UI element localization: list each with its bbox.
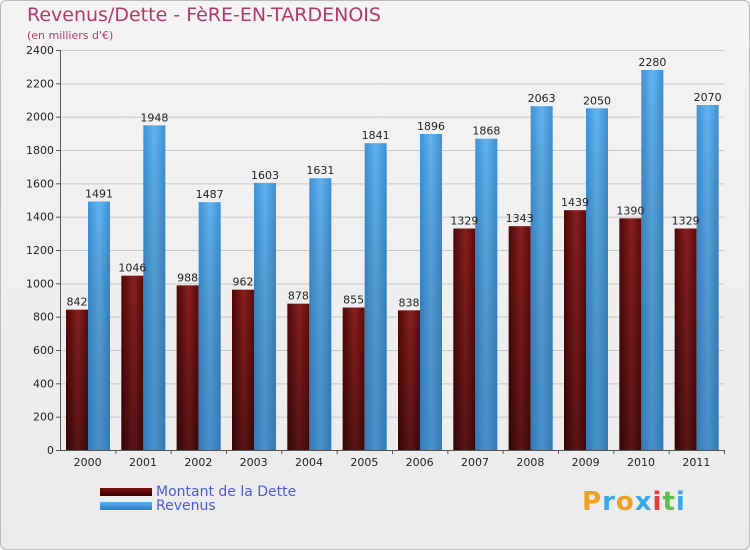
- x-tick-label-2004: 2004: [295, 456, 323, 469]
- y-tick-label: 2200: [26, 77, 54, 90]
- data-label-revenus-2005: 1841: [362, 129, 390, 142]
- logo-letter: r: [602, 487, 616, 517]
- y-tick-label: 2400: [26, 44, 54, 57]
- chart-title: Revenus/Dette - FèRE-EN-TARDENOIS: [27, 4, 381, 26]
- x-tick-label-2005: 2005: [350, 456, 378, 469]
- y-tick-label: 1000: [26, 277, 54, 290]
- data-label-revenus-2002: 1487: [196, 188, 224, 201]
- logo-letter: o: [615, 487, 635, 517]
- x-tick-label-2006: 2006: [406, 456, 434, 469]
- data-label-dette-2008: 1343: [506, 212, 534, 225]
- x-tick-label-2011: 2011: [682, 456, 710, 469]
- y-tick-label: 2000: [26, 111, 54, 124]
- data-label-dette-2001: 1046: [118, 262, 146, 275]
- logo-letter: t: [662, 487, 676, 517]
- legend-label-dette: Montant de la Dette: [156, 484, 297, 500]
- y-tick-label: 1600: [26, 177, 54, 190]
- x-tick-label-2002: 2002: [184, 456, 212, 469]
- y-tick-label: 400: [33, 377, 54, 390]
- data-label-dette-2003: 962: [233, 276, 254, 289]
- legend-swatch-dette: [100, 488, 152, 496]
- data-label-dette-2010: 1390: [616, 204, 644, 217]
- y-tick-label: 0: [47, 444, 54, 457]
- data-label-dette-2005: 855: [343, 294, 364, 307]
- data-label-revenus-2001: 1948: [140, 111, 168, 124]
- y-tick-label: 200: [33, 411, 54, 424]
- data-label-dette-2009: 1439: [561, 196, 589, 209]
- x-tick-label-2010: 2010: [627, 456, 655, 469]
- y-tick-label: 600: [33, 344, 54, 357]
- legend-swatch-revenus: [100, 502, 152, 510]
- data-label-dette-2004: 878: [288, 290, 309, 303]
- logo-letter: P: [582, 487, 603, 517]
- data-label-revenus-2010: 2280: [638, 56, 666, 69]
- x-tick-label-2008: 2008: [516, 456, 544, 469]
- data-label-dette-2000: 842: [67, 296, 88, 309]
- x-tick-label-2007: 2007: [461, 456, 489, 469]
- x-tick-label-2009: 2009: [572, 456, 600, 469]
- y-tick-label: 1400: [26, 211, 54, 224]
- data-label-dette-2007: 1329: [450, 215, 478, 228]
- data-label-revenus-2004: 1631: [306, 164, 334, 177]
- logo-letter: i: [652, 487, 663, 517]
- x-tick-label-2003: 2003: [240, 456, 268, 469]
- chart-subtitle: (en milliers d'€): [27, 29, 114, 42]
- y-tick-label: 1200: [26, 244, 54, 257]
- data-label-revenus-2007: 1868: [472, 125, 500, 138]
- data-label-revenus-2008: 2063: [528, 92, 556, 105]
- x-tick-label-2001: 2001: [129, 456, 157, 469]
- proxiti-logo: Proxiti: [582, 487, 686, 517]
- data-label-revenus-2000: 1491: [85, 188, 113, 201]
- data-label-dette-2002: 988: [177, 271, 198, 284]
- legend-label-revenus: Revenus: [156, 498, 216, 514]
- data-label-revenus-2003: 1603: [251, 169, 279, 182]
- y-tick-label: 1800: [26, 144, 54, 157]
- x-tick-label-2000: 2000: [74, 456, 102, 469]
- data-label-revenus-2006: 1896: [417, 120, 445, 133]
- data-label-dette-2011: 1329: [672, 215, 700, 228]
- data-label-revenus-2009: 2050: [583, 94, 611, 107]
- data-label-revenus-2011: 2070: [694, 91, 722, 104]
- data-label-dette-2006: 838: [399, 296, 420, 309]
- logo-letter: i: [675, 487, 686, 517]
- y-tick-label: 800: [33, 311, 54, 324]
- logo-letter: x: [634, 487, 653, 517]
